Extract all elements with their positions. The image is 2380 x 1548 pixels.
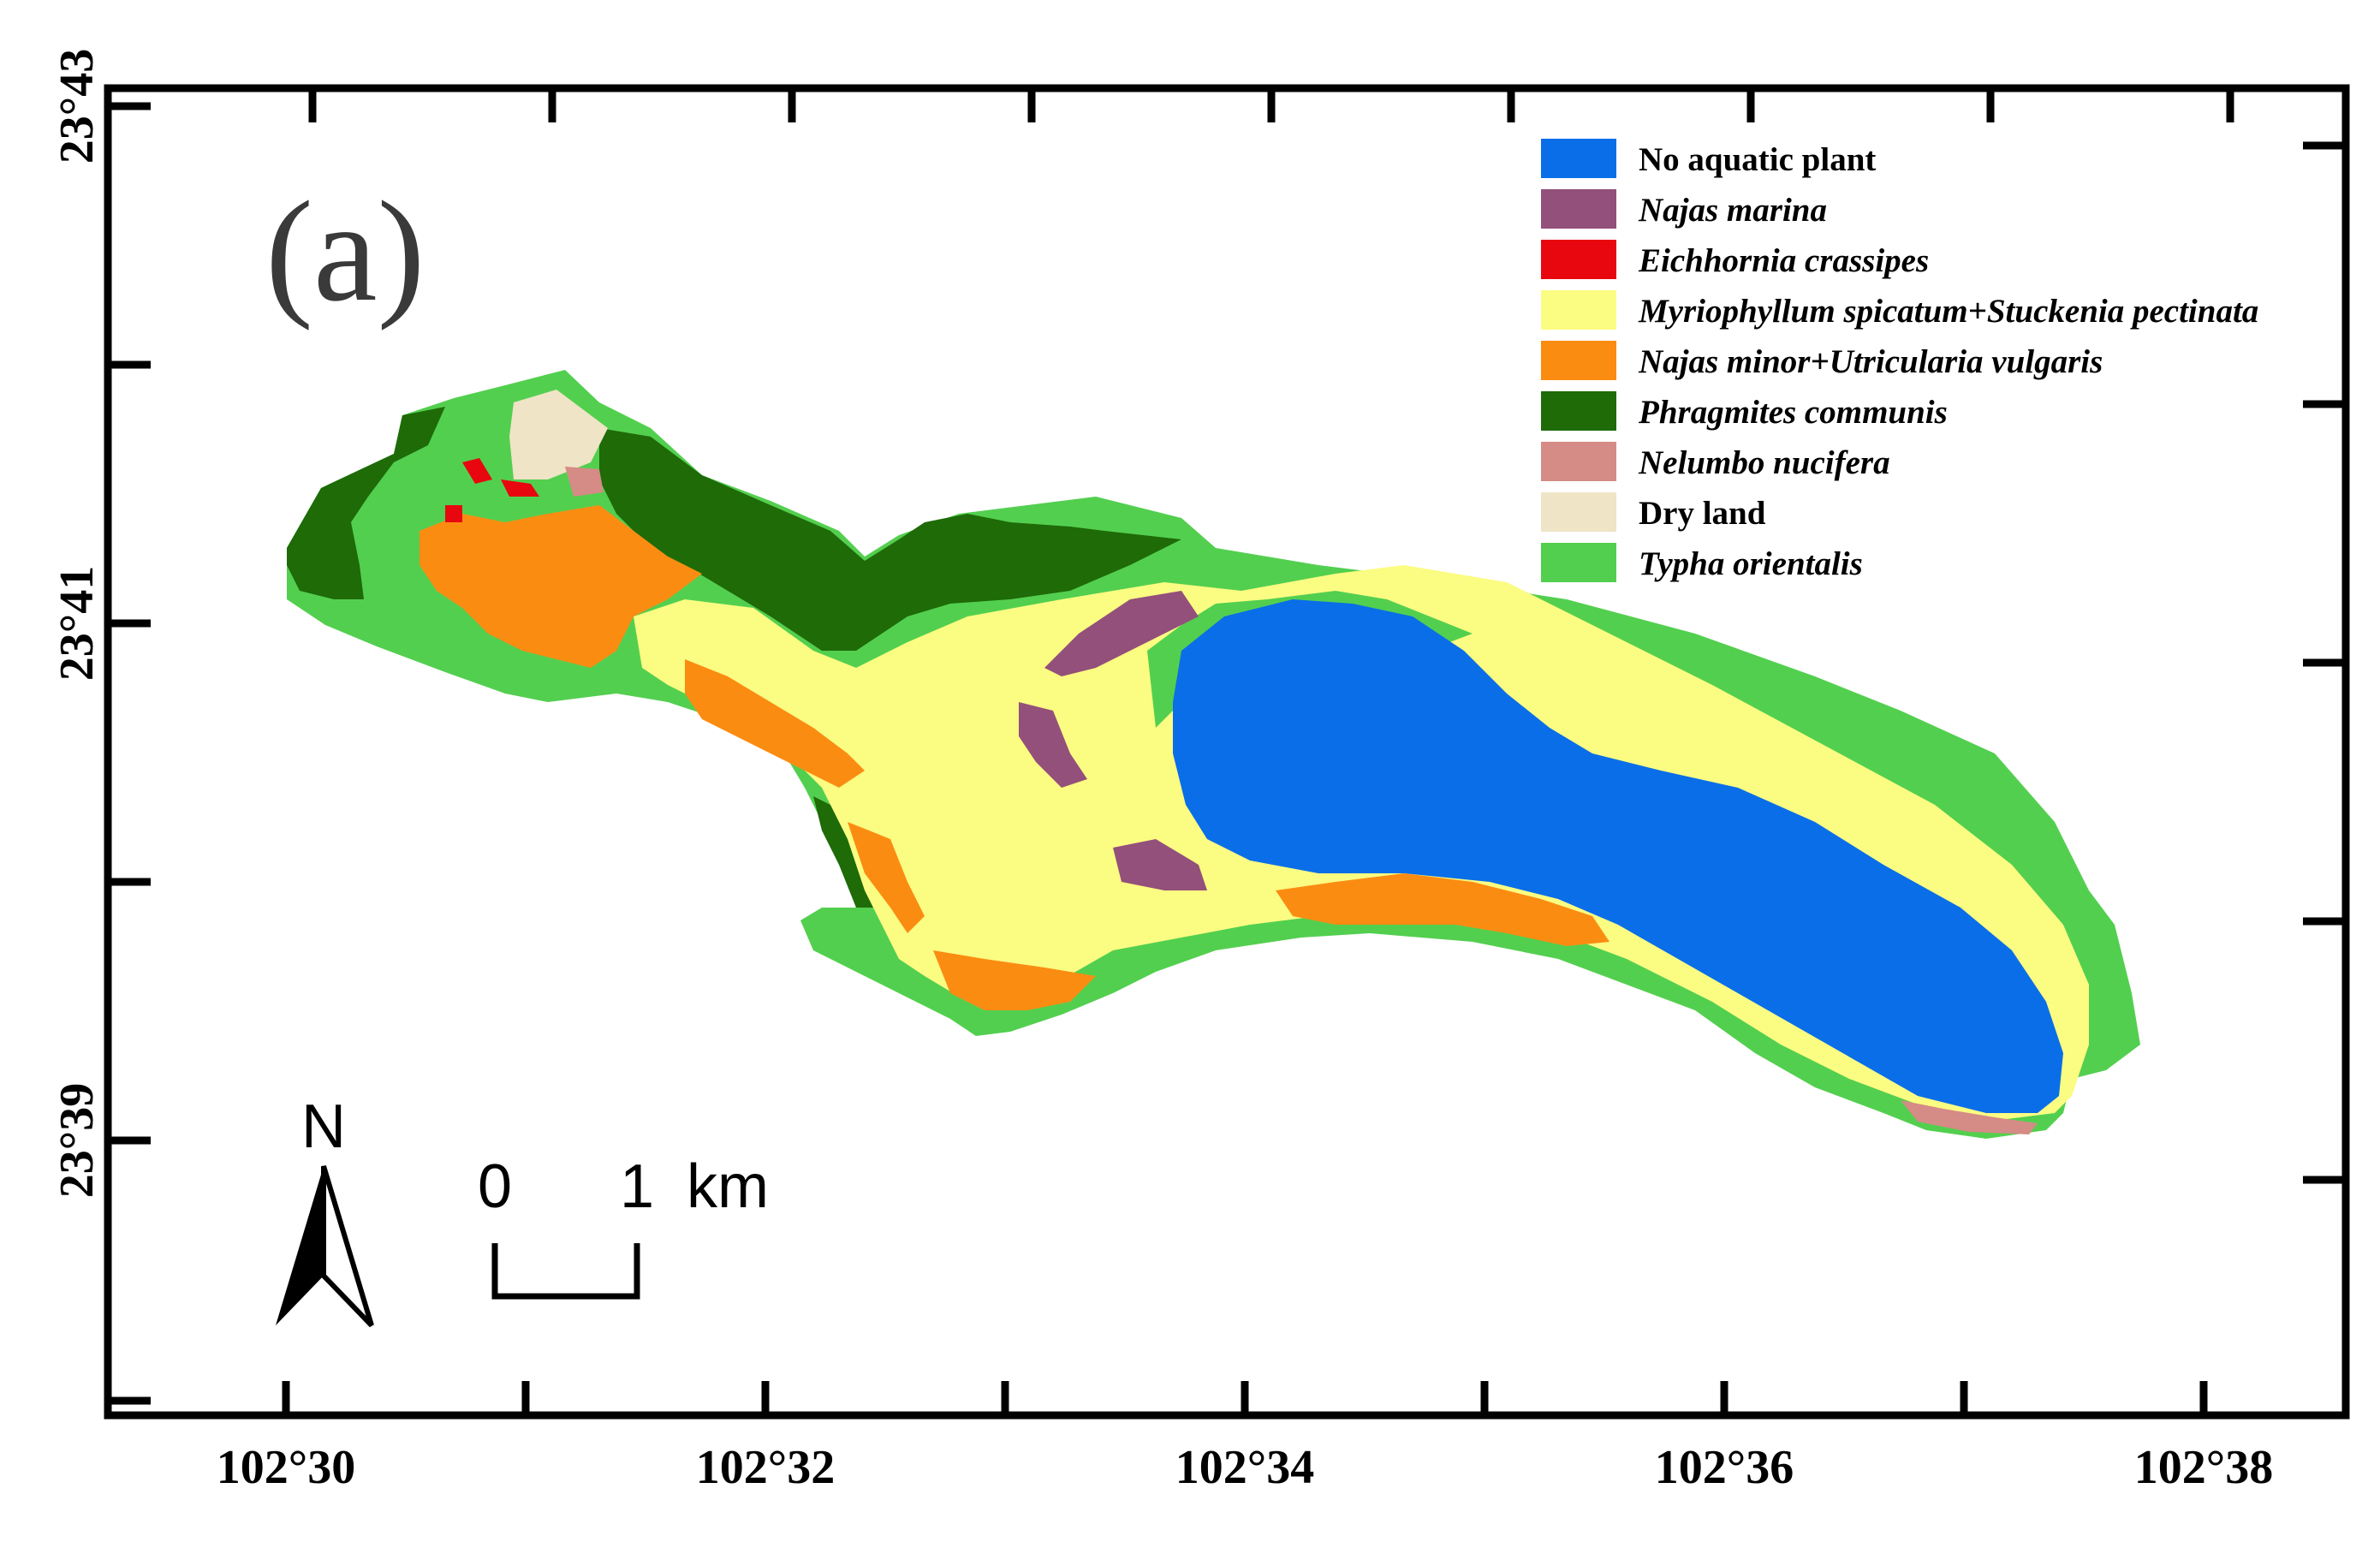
legend-item: No aquatic plant (1541, 139, 1876, 178)
legend-swatch (1541, 543, 1616, 582)
najas-minor-south (848, 822, 925, 933)
phragmites-north (599, 428, 1181, 651)
dry-land (509, 390, 608, 479)
eichhornia-patch (501, 479, 539, 497)
legend-swatch (1541, 442, 1616, 481)
scale-bar: 0 1 km (478, 1152, 769, 1300)
legend-swatch (1541, 391, 1616, 431)
y-tick-label: 23°39 (51, 1083, 104, 1198)
x-tick-label: 102°34 (1175, 1441, 1314, 1494)
x-axis-labels: 102°30 102°32 102°34 102°36 102°38 (217, 1441, 2273, 1494)
north-arrow: N (276, 1093, 374, 1328)
phragmites-west (287, 407, 445, 599)
scale-bar-line (491, 1243, 640, 1300)
legend-item: Myriophyllum spicatum+Stuckenia pectinat… (1541, 290, 2258, 330)
scale-unit-label: km (687, 1152, 769, 1221)
x-tick-label: 102°36 (1655, 1441, 1794, 1494)
najas-marina-south (1113, 839, 1207, 890)
lake-map (287, 370, 2140, 1139)
scale-start-label: 0 (478, 1152, 512, 1221)
north-arrow-right-half (321, 1165, 374, 1328)
legend-label: Phragmites communis (1638, 394, 1948, 431)
legend-swatch (1541, 341, 1616, 380)
legend-swatch (1541, 240, 1616, 279)
nelumbo-north (565, 467, 604, 497)
legend-item: Nelumbo nucifera (1541, 442, 1890, 481)
legend-swatch (1541, 290, 1616, 330)
legend-label: Dry land (1639, 495, 1766, 532)
legend-label: Najas marina (1638, 192, 1827, 229)
najas-minor-channel (685, 659, 865, 788)
panel-label: (a) (265, 172, 425, 331)
legend-item: Najas marina (1541, 189, 1827, 229)
legend-item: Najas minor+Utricularia vulgaris (1541, 341, 2103, 380)
nelumbo-south (1901, 1100, 2038, 1134)
legend-label: No aquatic plant (1639, 141, 1876, 178)
y-tick-label: 23°41 (51, 566, 104, 681)
legend-item: Typha orientalis (1541, 543, 1863, 582)
najas-marina-north (1044, 591, 1199, 676)
legend-label: Najas minor+Utricularia vulgaris (1638, 343, 2103, 380)
legend-label: Myriophyllum spicatum+Stuckenia pectinat… (1638, 293, 2258, 330)
y-axis-labels: 23°43 23°41 23°39 (51, 49, 104, 1198)
legend-label: Typha orientalis (1639, 545, 1863, 582)
north-arrow-left-half (276, 1166, 324, 1325)
eichhornia-patch (445, 505, 462, 522)
legend-swatch (1541, 189, 1616, 229)
x-tick-label: 102°32 (696, 1441, 835, 1494)
frame-ticks (108, 88, 2346, 1415)
legend-item: Eichhornia crassipes (1541, 240, 1929, 279)
open-water (1173, 599, 2063, 1113)
legend: No aquatic plant Najas marina Eichhornia c… (1541, 139, 2258, 582)
legend-swatch (1541, 492, 1616, 532)
y-tick-label: 23°43 (51, 49, 104, 164)
legend-label: Nelumbo nucifera (1638, 444, 1890, 481)
legend-item: Dry land (1541, 492, 1766, 532)
scale-end-label: 1 (620, 1152, 654, 1221)
najas-minor-east (1276, 873, 1609, 946)
legend-swatch (1541, 139, 1616, 178)
najas-marina-mid (1019, 702, 1087, 788)
legend-item: Phragmites communis (1541, 391, 1948, 431)
x-tick-label: 102°38 (2134, 1441, 2273, 1494)
x-tick-label: 102°30 (217, 1441, 355, 1494)
north-label: N (301, 1093, 346, 1161)
najas-minor-sw (933, 950, 1096, 1010)
najas-minor-nw (419, 505, 702, 668)
eichhornia-patch (462, 458, 492, 484)
legend-label: Eichhornia crassipes (1638, 242, 1929, 279)
